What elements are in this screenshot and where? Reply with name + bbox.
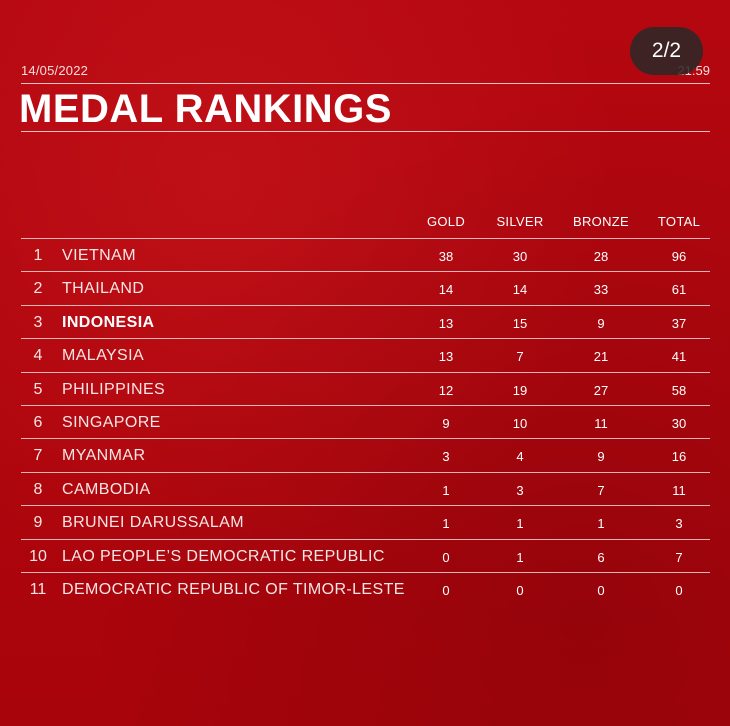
country-name: BRUNEI DARUSSALAM [62, 514, 244, 532]
bronze-count: 7 [597, 482, 605, 498]
rank-number: 4 [33, 347, 43, 365]
table-row: 9 BRUNEI DARUSSALAM 1 1 1 3 [21, 506, 710, 540]
country-name: INDONESIA [62, 313, 155, 331]
silver-count: 3 [516, 482, 524, 498]
bronze-count: 9 [597, 449, 605, 465]
rank-number: 3 [33, 313, 43, 331]
table-row: 8 CAMBODIA 1 3 7 11 [21, 473, 710, 507]
table-row: 1 VIETNAM 38 30 28 96 [21, 239, 710, 273]
column-header-gold: GOLD [426, 214, 466, 229]
gold-count: 1 [442, 482, 450, 498]
country-name: LAO PEOPLE’S DEMOCRATIC REPUBLIC [62, 547, 385, 565]
gold-count: 9 [442, 415, 450, 431]
country-name: THAILAND [62, 280, 145, 298]
country-name: PHILIPPINES [62, 380, 166, 398]
title-divider [21, 131, 710, 132]
total-count: 41 [671, 349, 687, 365]
silver-count: 0 [516, 582, 524, 598]
rank-number: 10 [29, 547, 47, 565]
total-count: 96 [671, 249, 687, 264]
rank-number: 5 [33, 380, 43, 398]
gold-count: 14 [438, 282, 454, 298]
bronze-count: 28 [593, 249, 609, 264]
country-name: MYANMAR [62, 447, 146, 465]
total-count: 61 [671, 282, 687, 298]
total-count: 0 [675, 582, 683, 598]
rank-number: 11 [29, 580, 47, 598]
rank-number: 9 [33, 514, 43, 532]
column-header-silver: SILVER [496, 214, 544, 229]
bronze-count: 33 [593, 282, 609, 298]
total-count: 37 [671, 315, 687, 331]
table-row: 10 LAO PEOPLE’S DEMOCRATIC REPUBLIC 0 1 6 7 [21, 540, 710, 573]
silver-count: 14 [512, 282, 528, 298]
country-name: CAMBODIA [62, 480, 151, 498]
bronze-count: 1 [597, 516, 605, 532]
rank-number: 7 [33, 447, 43, 465]
country-name: VIETNAM [62, 247, 136, 264]
table-row: 5 PHILIPPINES 12 19 27 58 [21, 373, 710, 406]
silver-count: 1 [516, 549, 524, 565]
gold-count: 12 [438, 382, 454, 398]
gold-count: 1 [442, 516, 450, 532]
silver-count: 1 [516, 516, 524, 532]
page-indicator: 2/2 [630, 27, 703, 75]
gold-count: 13 [438, 315, 454, 331]
country-name: SINGAPORE [62, 413, 161, 431]
silver-count: 19 [512, 382, 528, 398]
bronze-count: 9 [597, 315, 605, 331]
bronze-count: 11 [594, 415, 608, 431]
gold-count: 0 [442, 582, 450, 598]
bronze-count: 6 [597, 549, 605, 565]
gold-count: 3 [442, 449, 450, 465]
table-row: 3 INDONESIA 13 15 9 37 [21, 306, 710, 340]
total-count: 3 [675, 516, 683, 532]
medal-table: GOLD SILVER BRONZE TOTAL 1 VIETNAM 38 30 28 9… [21, 210, 710, 605]
table-header: GOLD SILVER BRONZE TOTAL [21, 210, 710, 239]
date-label: 14/05/2022 [21, 63, 89, 78]
total-count: 30 [671, 415, 687, 431]
rank-number: 1 [33, 247, 43, 264]
page-title: MEDAL RANKINGS [19, 87, 392, 131]
country-name: DEMOCRATIC REPUBLIC OF TIMOR-LESTE [62, 580, 405, 598]
total-count: 7 [675, 549, 683, 565]
total-count: 16 [671, 449, 687, 465]
silver-count: 10 [512, 415, 528, 431]
column-header-bronze: BRONZE [573, 214, 629, 229]
total-count: 58 [671, 382, 687, 398]
silver-count: 15 [512, 315, 528, 331]
gold-count: 38 [438, 249, 454, 264]
table-row: 7 MYANMAR 3 4 9 16 [21, 439, 710, 473]
table-body: 1 VIETNAM 38 30 28 96 2 THAILAND 14 14 33 61 3 INDONE… [21, 239, 710, 605]
table-row: 4 MALAYSIA 13 7 21 41 [21, 339, 710, 373]
bronze-count: 0 [597, 582, 605, 598]
rank-number: 6 [33, 413, 43, 431]
top-divider [21, 83, 710, 84]
silver-count: 4 [516, 449, 524, 465]
silver-count: 30 [512, 249, 528, 264]
gold-count: 13 [438, 349, 454, 365]
total-count: 11 [672, 482, 686, 498]
country-name: MALAYSIA [62, 347, 145, 365]
table-row: 11 DEMOCRATIC REPUBLIC OF TIMOR-LESTE 0 0 0 0 [21, 573, 710, 605]
rank-number: 2 [33, 280, 43, 298]
table-row: 2 THAILAND 14 14 33 61 [21, 272, 710, 306]
bronze-count: 21 [593, 349, 609, 365]
column-header-total: TOTAL [657, 214, 701, 229]
gold-count: 0 [442, 549, 450, 565]
silver-count: 7 [516, 349, 524, 365]
table-row: 6 SINGAPORE 9 10 11 30 [21, 406, 710, 440]
rank-number: 8 [33, 480, 43, 498]
bronze-count: 27 [593, 382, 609, 398]
